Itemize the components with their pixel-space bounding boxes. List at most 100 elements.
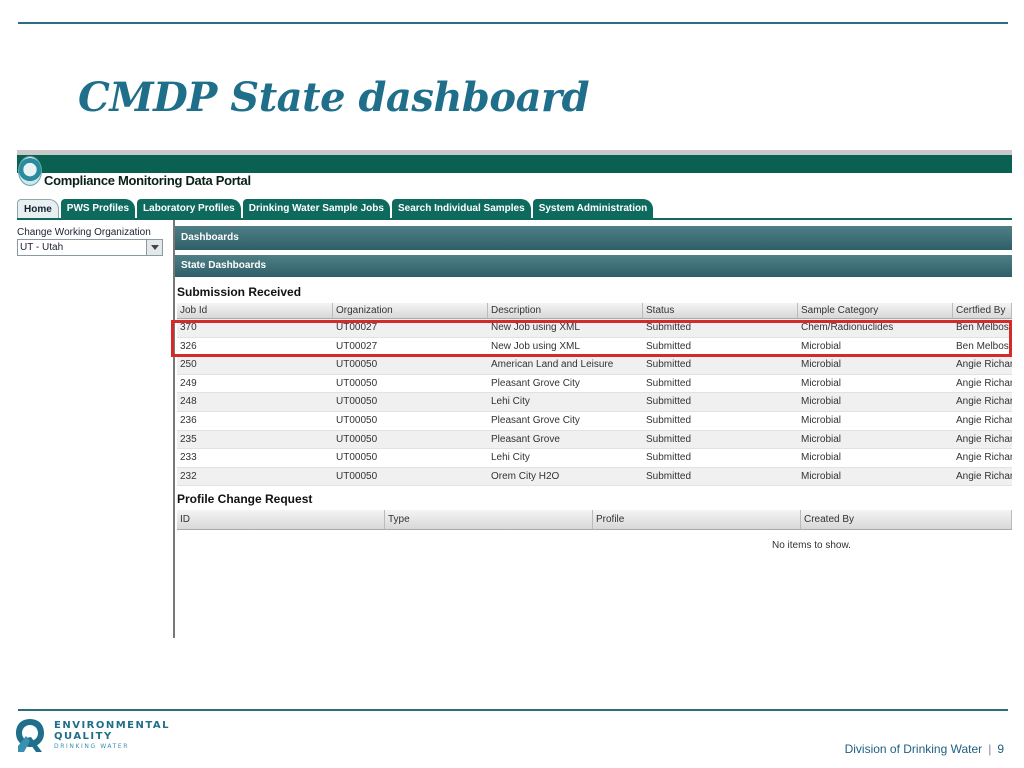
cell: UT00050 [336,414,378,426]
cell: Microbial [801,433,842,445]
cell: Submitted [646,396,692,408]
cell: 249 [180,377,197,389]
cell: UT00050 [336,433,378,445]
cell: Angie Richard [956,414,1012,426]
chevron-down-icon[interactable] [146,240,162,255]
cell: American Land and Leisure [491,359,614,371]
cell: UT00050 [336,396,378,408]
cell: New Job using XML [491,340,580,352]
tab-drinking-water-sample-jobs[interactable]: Drinking Water Sample Jobs [242,199,390,219]
cell: UT00027 [336,322,378,333]
cell: Pleasant Grove City [491,414,580,426]
cell: Angie Richard [956,433,1012,445]
cell: New Job using XML [491,322,580,333]
cell: 326 [180,340,197,352]
profile-header-row: ID Type Profile Created By [177,510,1012,530]
main-tabs: Home PWS Profiles Laboratory Profiles Dr… [17,199,655,219]
cell: Submitted [646,377,692,389]
cell: Pleasant Grove [491,433,560,445]
table-row[interactable]: 249 UT00050 Pleasant Grove City Submitte… [177,375,1012,394]
footer-separator: | [988,742,992,756]
col-organization[interactable]: Organization [333,303,488,318]
table-row[interactable]: 236 UT00050 Pleasant Grove City Submitte… [177,412,1012,431]
col-id[interactable]: ID [177,510,385,529]
cell: 236 [180,414,197,426]
app-header-band [17,173,1012,192]
deq-logo-icon [16,719,44,752]
col-status[interactable]: Status [643,303,798,318]
dashboards-bar[interactable]: Dashboards [175,226,1012,250]
table-row[interactable]: 232 UT00050 Orem City H2O Submitted Micr… [177,467,1012,487]
tab-system-administration[interactable]: System Administration [532,199,654,219]
cell: Microbial [801,470,842,482]
browser-strip [17,150,1012,155]
cell: Angie Richard [956,377,1012,389]
table-row[interactable]: 235 UT00050 Pleasant Grove Submitted Mic… [177,430,1012,450]
cell: Microbial [801,414,842,426]
cell: Angie Richard [956,396,1012,408]
table-row[interactable]: 248 UT00050 Lehi City Submitted Microbia… [177,393,1012,412]
table-row[interactable]: 250 UT00050 American Land and Leisure Su… [177,356,1012,375]
cell: UT00050 [336,452,378,464]
cell: Ben Melbos [956,340,1009,352]
profile-change-table: ID Type Profile Created By [177,510,1012,530]
cell: 235 [180,433,197,445]
cell: Submitted [646,322,692,333]
cell: UT00027 [336,340,378,352]
tabs-underline [17,218,1012,220]
cell: 232 [180,470,197,482]
col-sample-category[interactable]: Sample Category [798,303,953,318]
cell: Angie Richard [956,452,1012,464]
col-created-by[interactable]: Created By [801,510,1012,529]
tab-laboratory-profiles[interactable]: Laboratory Profiles [137,199,241,219]
col-profile[interactable]: Profile [593,510,801,529]
state-dashboards-bar[interactable]: State Dashboards [175,255,1012,277]
cell: Submitted [646,433,692,445]
profile-change-title: Profile Change Request [177,492,313,506]
empty-message: No items to show. [772,540,851,551]
cell: Lehi City [491,396,530,408]
cell: Pleasant Grove City [491,377,580,389]
cell: Microbial [801,396,842,408]
table-row[interactable]: 370 UT00027 New Job using XML Submitted … [177,319,1012,338]
sidebar-divider[interactable] [173,220,175,638]
cell: Chem/Radionuclides [801,322,894,333]
deq-wordmark: ENVIRONMENTAL QUALITY DRINKING WATER [54,720,170,751]
cell: UT00050 [336,359,378,371]
submission-header-row: Job Id Organization Description Status S… [177,303,1012,319]
table-row[interactable]: 233 UT00050 Lehi City Submitted Microbia… [177,449,1012,468]
tab-search-individual-samples[interactable]: Search Individual Samples [391,199,531,219]
cell: Submitted [646,470,692,482]
col-description[interactable]: Description [488,303,643,318]
org-select[interactable]: UT - Utah [17,239,163,256]
bottom-divider [18,709,1008,711]
cell: 250 [180,359,197,371]
org-label: Change Working Organization [17,227,151,238]
col-type[interactable]: Type [385,510,593,529]
tab-pws-profiles[interactable]: PWS Profiles [60,199,136,219]
cell: UT00050 [336,377,378,389]
cell: Ben Melbos [956,322,1009,333]
col-certified-by[interactable]: Certfied By [953,303,1012,318]
cell: 248 [180,396,197,408]
org-select-value: UT - Utah [20,242,64,253]
deq-line2: QUALITY [54,731,113,742]
epa-logo-icon [18,156,42,186]
cell: Submitted [646,359,692,371]
cell: Microbial [801,359,842,371]
cell: UT00050 [336,470,378,482]
cell: 370 [180,322,197,333]
slide-title: CMDP State dashboard [78,74,590,121]
footer-division: Division of Drinking Water [844,742,983,756]
tab-home[interactable]: Home [17,199,59,219]
deq-line1: ENVIRONMENTAL [54,720,171,731]
top-divider [18,22,1008,24]
col-job-id[interactable]: Job Id [177,303,333,318]
cmdp-screenshot: Compliance Monitoring Data Portal Home P… [17,150,1012,638]
cell: Angie Richard [956,359,1012,371]
cell: Submitted [646,414,692,426]
cell: 233 [180,452,197,464]
app-title: Compliance Monitoring Data Portal [44,173,251,188]
cell: Microbial [801,452,842,464]
